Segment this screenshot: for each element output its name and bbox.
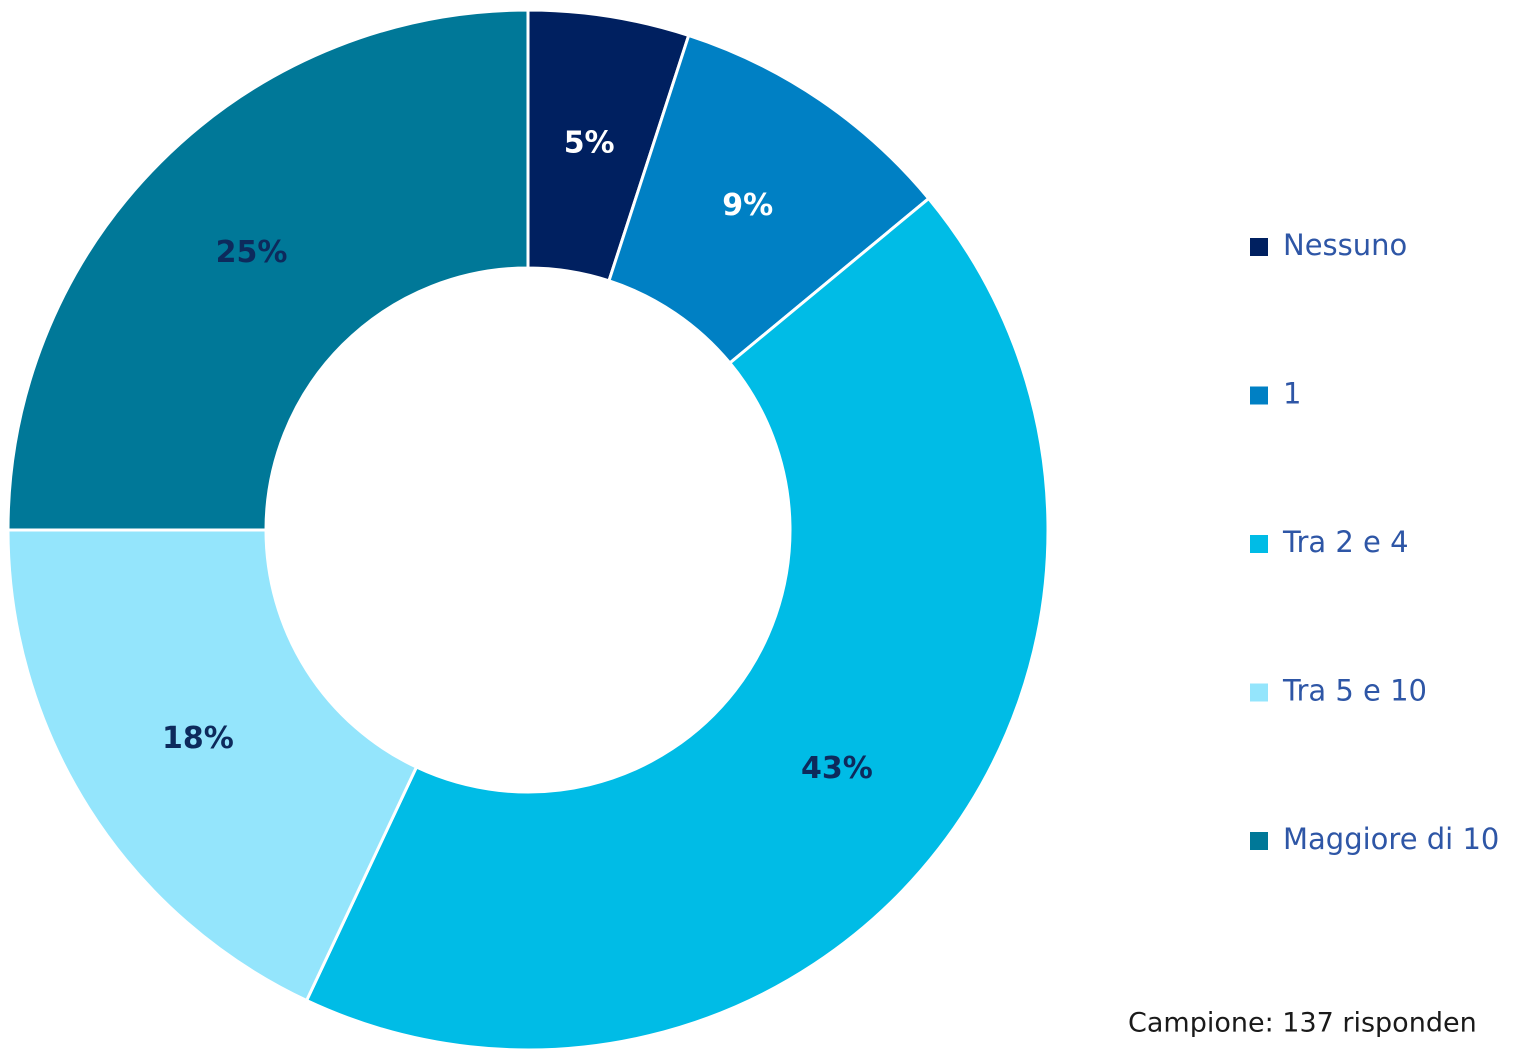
donut-slice xyxy=(607,33,931,366)
data-label: 5% xyxy=(564,125,615,160)
donut-slice xyxy=(304,196,1050,1052)
legend-label: 1 xyxy=(1283,377,1301,411)
donut-slice xyxy=(6,8,530,532)
legend-swatch xyxy=(1250,832,1268,850)
data-label: 9% xyxy=(722,188,773,223)
data-label: 25% xyxy=(216,235,288,270)
data-label: 18% xyxy=(162,721,234,756)
data-label: 43% xyxy=(801,751,873,786)
legend-swatch xyxy=(1250,238,1268,256)
legend-swatch xyxy=(1250,535,1268,553)
footnote: Campione: 137 risponden xyxy=(1128,1008,1477,1039)
legend-label: Tra 5 e 10 xyxy=(1282,674,1427,708)
legend-swatch xyxy=(1250,683,1268,702)
legend-label: Maggiore di 10 xyxy=(1283,822,1499,856)
donut-slice xyxy=(6,528,419,1003)
legend-label: Tra 2 e 4 xyxy=(1282,525,1409,559)
legend-swatch xyxy=(1250,386,1268,405)
legend-label: Nessuno xyxy=(1283,228,1407,262)
